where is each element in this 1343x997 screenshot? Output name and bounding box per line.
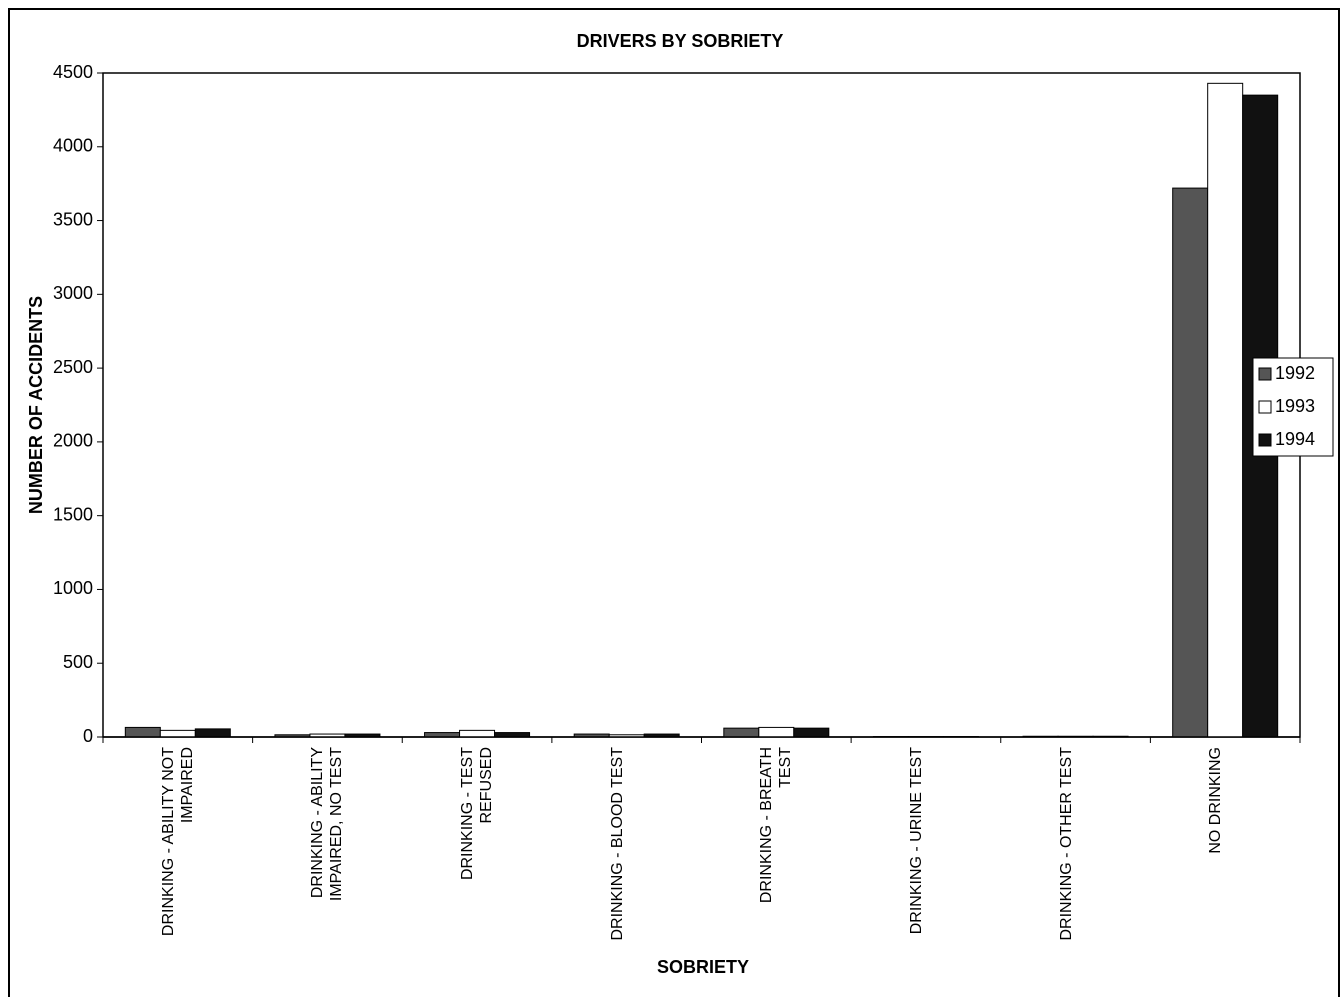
bar [1207, 82, 1244, 738]
bar [723, 727, 760, 738]
x-tick-label: NO DRINKING [1207, 747, 1225, 854]
x-tick-label: DRINKING - BREATH TEST [758, 747, 795, 904]
bar [793, 727, 830, 738]
y-tick-label: 4000 [53, 136, 93, 156]
bar [159, 729, 196, 738]
y-tick-label: 500 [63, 652, 93, 672]
x-tick-label: DRINKING - OTHER TEST [1057, 747, 1075, 941]
x-tick-label: DRINKING - URINE TEST [907, 747, 925, 935]
bar [1172, 187, 1209, 738]
legend-swatch [1258, 433, 1272, 447]
y-tick-label: 2500 [53, 357, 93, 377]
bar [758, 726, 795, 738]
bar [194, 728, 231, 738]
y-tick-label: 3500 [53, 209, 93, 229]
x-tick-label: DRINKING - BLOOD TEST [608, 747, 626, 941]
legend-label: 1992 [1275, 363, 1315, 383]
x-tick-label: DRINKING - ABILITY IMPAIRED, NO TEST [309, 747, 346, 902]
legend-swatch [1258, 400, 1272, 414]
legend-swatch [1258, 367, 1272, 381]
bar [124, 726, 161, 738]
bar [459, 729, 496, 738]
legend-label: 1994 [1275, 429, 1315, 449]
y-tick-label: 2000 [53, 431, 93, 451]
x-tick-label: DRINKING - ABILITY NOT IMPAIRED [159, 747, 196, 937]
y-axis-label: NUMBER OF ACCIDENTS [26, 296, 46, 514]
chart-title: DRIVERS BY SOBRIETY [577, 31, 784, 51]
legend-label: 1993 [1275, 396, 1315, 416]
y-tick-label: 3000 [53, 283, 93, 303]
y-tick-label: 1000 [53, 578, 93, 598]
x-axis-label: SOBRIETY [657, 957, 749, 977]
y-tick-label: 4500 [53, 62, 93, 82]
y-tick-label: 0 [83, 726, 93, 746]
plot-area [102, 72, 1301, 738]
x-tick-label: DRINKING - TEST REFUSED [459, 747, 496, 881]
y-tick-label: 1500 [53, 504, 93, 524]
